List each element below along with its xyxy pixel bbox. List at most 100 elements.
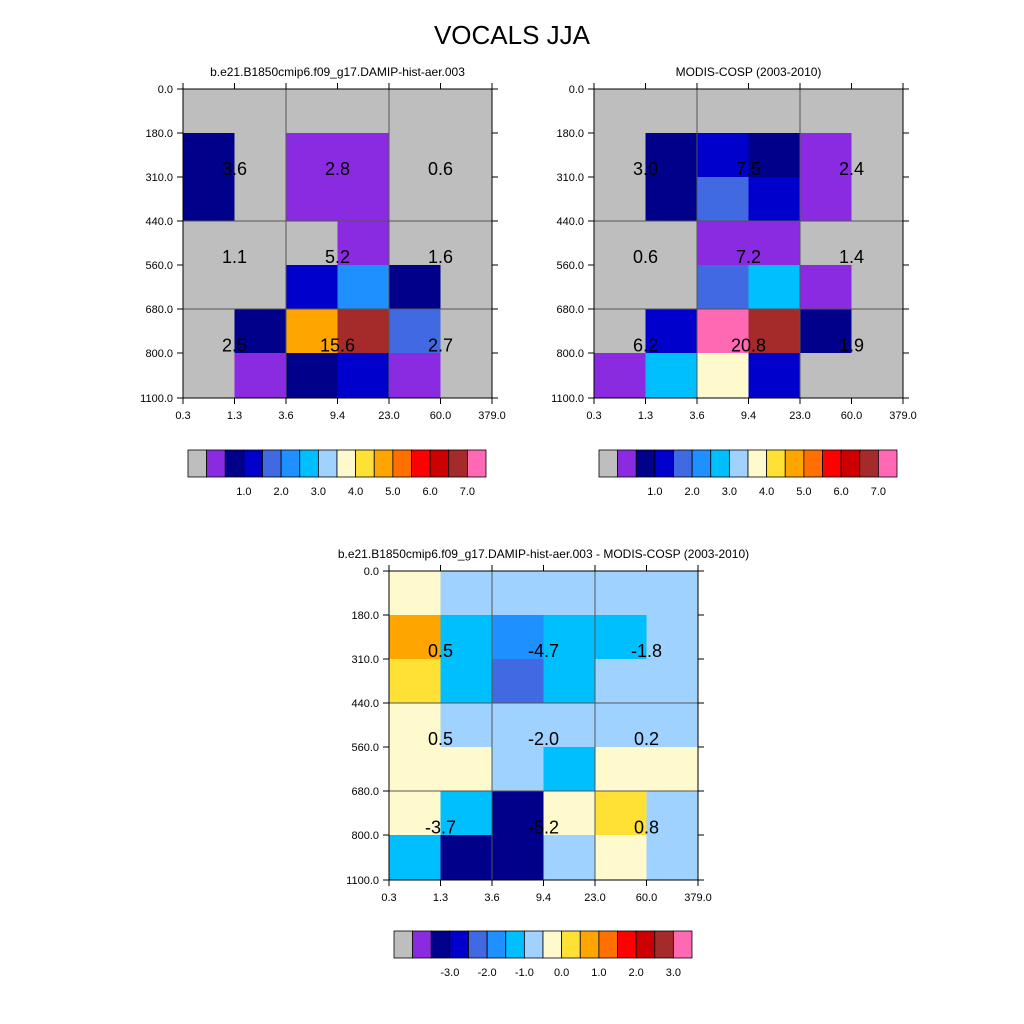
colorbar-label: 0.0 bbox=[554, 967, 569, 979]
colorbar-label: -3.0 bbox=[440, 967, 459, 979]
heatmap-cell bbox=[440, 89, 493, 134]
panel-title: b.e21.B1850cmip6.f09_g17.DAMIP-hist-aer.… bbox=[210, 65, 465, 79]
heatmap-cell bbox=[183, 177, 235, 222]
heatmap-cell bbox=[183, 265, 235, 310]
page-title: VOCALS JJA bbox=[433, 20, 591, 50]
heatmap-cell bbox=[645, 89, 698, 134]
heatmap-cell bbox=[286, 309, 338, 354]
cell-value-label: 0.2 bbox=[634, 729, 659, 749]
panel-title: b.e21.B1850cmip6.f09_g17.DAMIP-hist-aer.… bbox=[338, 547, 749, 561]
cell-value-label: -4.7 bbox=[528, 641, 559, 661]
cell-value-label: 1.4 bbox=[839, 247, 864, 267]
colorbar-box bbox=[355, 449, 375, 478]
colorbar-box bbox=[840, 449, 861, 478]
heatmap-cell bbox=[645, 265, 698, 310]
panel-1: b.e21.B1850cmip6.f09_g17.DAMIP-hist-aer.… bbox=[140, 65, 506, 498]
y-tick-label: 680.0 bbox=[145, 304, 173, 316]
cell-value-label: 7.2 bbox=[736, 247, 761, 267]
y-tick-label: 800.0 bbox=[145, 348, 173, 360]
heatmap-cell bbox=[646, 835, 699, 881]
x-tick-label: 1.3 bbox=[227, 410, 242, 422]
heatmap-cell bbox=[389, 353, 441, 399]
heatmap-cell bbox=[543, 659, 596, 704]
colorbar-label: 1.0 bbox=[591, 967, 606, 979]
colorbar-box bbox=[206, 449, 226, 478]
colorbar-label: 4.0 bbox=[759, 486, 774, 498]
y-tick-label: 440.0 bbox=[351, 698, 379, 710]
colorbar-box bbox=[617, 449, 637, 478]
heatmap-cell bbox=[851, 221, 904, 266]
colorbar-box bbox=[486, 930, 507, 959]
heatmap-cell bbox=[645, 353, 698, 399]
cell-value-label: 2.4 bbox=[839, 159, 864, 179]
y-tick-label: 560.0 bbox=[351, 742, 379, 754]
heatmap-cell bbox=[183, 221, 235, 266]
colorbar-box bbox=[673, 449, 693, 478]
heatmap-cell bbox=[286, 221, 338, 266]
heatmap-cell bbox=[800, 309, 852, 354]
heatmap-cell bbox=[389, 791, 441, 836]
y-tick-label: 180.0 bbox=[351, 610, 379, 622]
cell-value-label: 7.5 bbox=[736, 159, 761, 179]
heatmap-cell bbox=[440, 221, 493, 266]
x-tick-label: 1.3 bbox=[638, 410, 653, 422]
heatmap-cell bbox=[646, 791, 699, 836]
cell-value-label: 3.6 bbox=[222, 159, 247, 179]
heatmap-cell bbox=[697, 89, 749, 134]
heatmap-cell bbox=[543, 615, 596, 660]
heatmap-cell bbox=[595, 791, 647, 836]
heatmap-cell bbox=[543, 703, 596, 748]
heatmap-cell bbox=[183, 133, 235, 178]
heatmap-cell bbox=[800, 177, 852, 222]
heatmap-cell bbox=[800, 353, 852, 399]
heatmap-cell bbox=[595, 747, 647, 792]
heatmap-cell bbox=[851, 177, 904, 222]
heatmap-cell bbox=[234, 133, 287, 178]
heatmap-cell bbox=[697, 133, 749, 178]
x-tick-label: 0.3 bbox=[381, 892, 396, 904]
x-tick-label: 379.0 bbox=[889, 410, 917, 422]
cell-value-label: 15.6 bbox=[320, 336, 355, 356]
heatmap-cell bbox=[645, 133, 698, 178]
heatmap-cell bbox=[543, 747, 596, 792]
heatmap-cell bbox=[286, 177, 338, 222]
heatmap-cell bbox=[440, 133, 493, 178]
x-tick-label: 9.4 bbox=[741, 410, 756, 422]
heatmap-cell bbox=[594, 353, 646, 399]
colorbar-box bbox=[448, 449, 468, 478]
cell-value-label: 2.8 bbox=[325, 159, 350, 179]
colorbar-box bbox=[243, 449, 263, 478]
x-tick-label: 0.3 bbox=[175, 410, 190, 422]
colorbar-box bbox=[449, 930, 469, 959]
heatmap-cell bbox=[337, 221, 390, 266]
colorbar-label: 7.0 bbox=[460, 486, 475, 498]
heatmap-cell bbox=[440, 747, 493, 792]
heatmap-cell bbox=[234, 353, 287, 399]
heatmap-cell bbox=[594, 89, 646, 134]
heatmap-cell bbox=[646, 659, 699, 704]
cell-value-label: 1.1 bbox=[222, 247, 247, 267]
heatmap-cell bbox=[337, 177, 390, 222]
heatmap-cell bbox=[594, 177, 646, 222]
cell-value-label: -3.7 bbox=[425, 818, 456, 838]
heatmap-cell bbox=[646, 703, 699, 748]
heatmap-cell bbox=[183, 89, 235, 134]
x-tick-label: 379.0 bbox=[684, 892, 712, 904]
heatmap-cell bbox=[748, 133, 801, 178]
heatmap-cell bbox=[697, 309, 749, 354]
y-tick-label: 680.0 bbox=[556, 304, 584, 316]
colorbar-label: 2.0 bbox=[684, 486, 699, 498]
heatmap-cell bbox=[594, 133, 646, 178]
cell-value-label: 3.0 bbox=[633, 159, 658, 179]
heatmap-cell bbox=[697, 221, 749, 266]
cell-value-label: 1.9 bbox=[839, 336, 864, 356]
heatmap-cell bbox=[440, 571, 493, 616]
heatmap-cell bbox=[234, 265, 287, 310]
cell-value-label: 2.7 bbox=[428, 336, 453, 356]
heatmap-cell bbox=[492, 659, 544, 704]
heatmap-cell bbox=[595, 571, 647, 616]
colorbar-box bbox=[393, 930, 414, 959]
heatmap-cell bbox=[440, 353, 493, 399]
heatmap-cell bbox=[543, 835, 596, 881]
colorbar-box bbox=[468, 930, 488, 959]
